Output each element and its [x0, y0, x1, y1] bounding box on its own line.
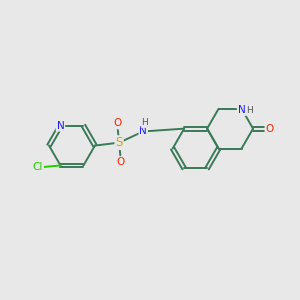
Text: N: N	[57, 121, 64, 131]
Text: O: O	[266, 124, 274, 134]
Text: S: S	[116, 136, 123, 149]
Text: O: O	[113, 118, 122, 128]
Text: H: H	[141, 118, 148, 127]
Text: Cl: Cl	[33, 162, 43, 172]
Text: N: N	[140, 126, 147, 136]
Text: O: O	[116, 157, 125, 167]
Text: N: N	[238, 105, 245, 115]
Text: H: H	[246, 106, 253, 115]
